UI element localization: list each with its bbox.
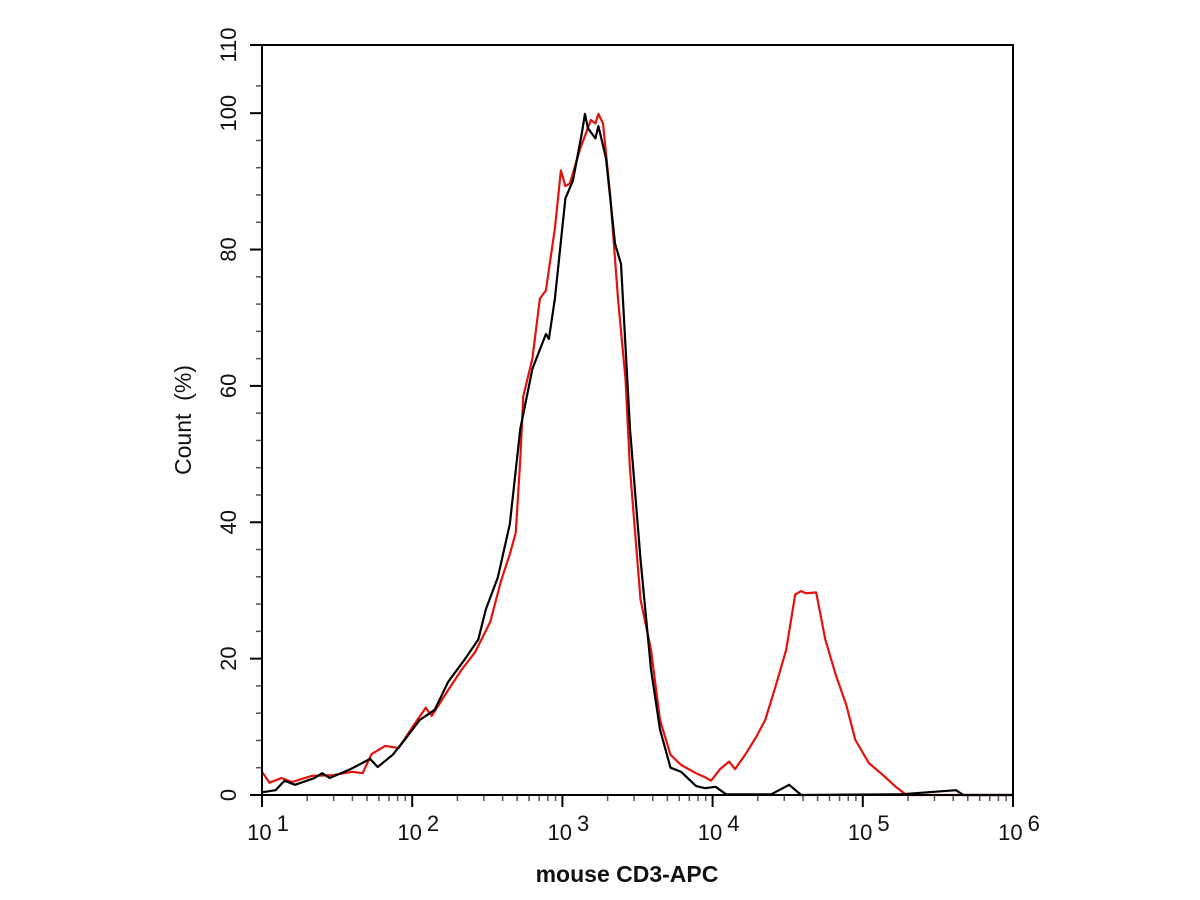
series-lines — [261, 112, 1012, 797]
x-tick-exponent: 3 — [577, 811, 589, 836]
x-tick-label: 10 3 — [548, 811, 590, 845]
x-tick-exponent: 2 — [427, 811, 439, 836]
series-line-isotype-control — [261, 112, 1012, 797]
y-tick-label: 40 — [216, 510, 241, 534]
x-tick-base: 10 — [698, 820, 722, 845]
x-tick-label: 10 1 — [247, 811, 289, 845]
y-tick-label: 110 — [216, 27, 241, 62]
plot-frame — [261, 44, 1014, 796]
x-tick-exponent: 4 — [727, 811, 739, 836]
x-tick-label: 10 6 — [998, 811, 1040, 845]
x-tick-base: 10 — [247, 820, 271, 845]
y-tick-label: 60 — [216, 374, 241, 398]
x-axis-title: mouse CD3-APC — [536, 861, 719, 887]
series-line-cd3-apc — [261, 112, 1012, 797]
x-tick-exponent: 5 — [877, 811, 889, 836]
x-tick-base: 10 — [848, 820, 872, 845]
x-tick-exponent: 6 — [1028, 811, 1040, 836]
x-tick-label: 10 4 — [698, 811, 740, 845]
axis-ticks — [250, 44, 1014, 807]
y-tick-label: 80 — [216, 237, 241, 261]
x-tick-exponent: 1 — [277, 811, 289, 836]
x-tick-base: 10 — [998, 820, 1022, 845]
y-tick-label: 20 — [216, 646, 241, 670]
x-tick-base: 10 — [548, 820, 572, 845]
y-tick-label: 100 — [216, 95, 241, 132]
y-axis-title: Count (%) — [170, 365, 196, 475]
x-tick-label: 10 5 — [848, 811, 890, 845]
y-tick-label: 0 — [216, 789, 241, 801]
x-tick-base: 10 — [397, 820, 421, 845]
x-tick-label: 10 2 — [397, 811, 439, 845]
